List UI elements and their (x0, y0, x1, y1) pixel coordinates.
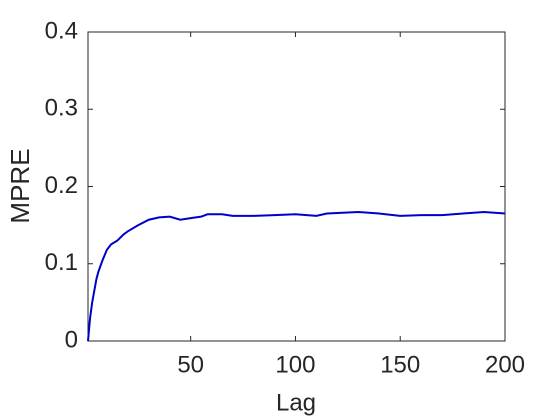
y-tick-label: 0.4 (45, 17, 78, 44)
y-axis-label: MPRE (5, 148, 35, 223)
y-tick-label: 0.2 (45, 172, 78, 199)
y-tick-label: 0.3 (45, 95, 78, 122)
plot-frame (87, 31, 506, 342)
data-line (87, 210, 506, 342)
x-axis-label: Lag (276, 389, 316, 416)
x-tick-label: 200 (485, 351, 525, 378)
y-tick-label: 0 (65, 326, 78, 353)
x-tick-label: 150 (380, 351, 420, 378)
x-tick-label: 50 (177, 351, 204, 378)
y-tick-label: 0.1 (45, 249, 78, 276)
x-tick-label: 100 (275, 351, 315, 378)
